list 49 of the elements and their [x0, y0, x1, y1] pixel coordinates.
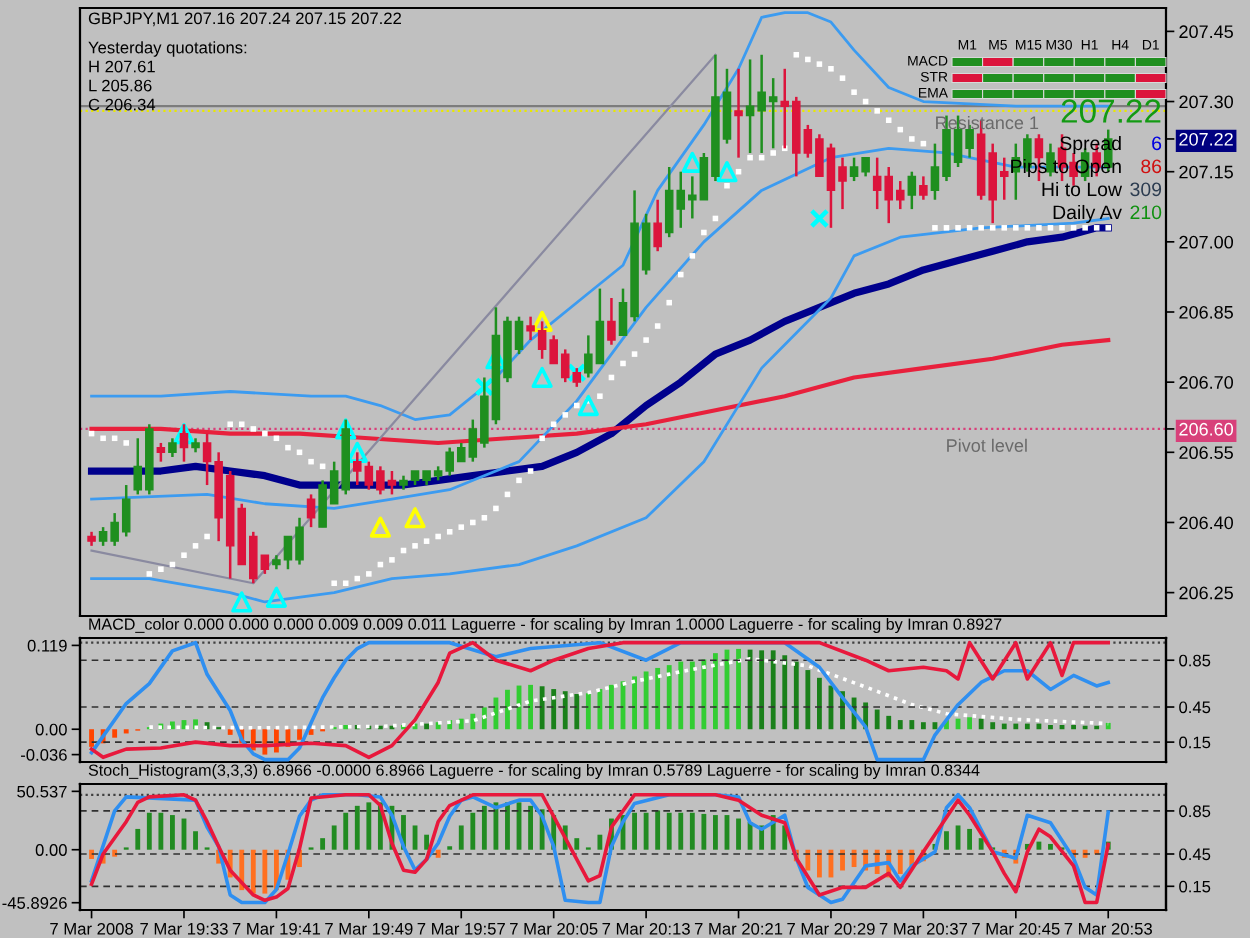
x-tick-label: 7 Mar 20:13 [602, 922, 690, 935]
annotation: 86 [1141, 159, 1162, 174]
y-tick-label: 0.45 [1179, 701, 1211, 714]
annotation: Hi to Low [1042, 181, 1123, 197]
x-tick-label: 7 Mar 19:57 [417, 922, 505, 935]
y-tick-label: 206.40 [1179, 516, 1234, 530]
x-tick-label: 7 Mar 2008 [50, 922, 133, 935]
annotation: L 205.86 [89, 79, 152, 92]
y-tick-label: 207.45 [1179, 25, 1233, 39]
y-tick-label: 206.60 [1179, 422, 1234, 436]
annotation: Daily Av [1053, 204, 1122, 224]
chart-title: GBPJPY,M1 207.16 207.24 207.15 207.22 [88, 12, 401, 27]
annotation: 6 [1152, 136, 1162, 151]
y-tick-label: 206.55 [1179, 446, 1233, 460]
x-tick-label: 7 Mar 19:33 [140, 922, 228, 935]
y2-tick-label: 0.00 [35, 844, 67, 856]
annotation: 210 [1130, 205, 1162, 220]
chart-title: Stoch_Histogram(3,3,3) 6.8966 -0.0000 6.8966 Laguerre - for scaling by Imran 0.5789 Laguerre - for scaling by Imran 0.8344 [88, 764, 980, 780]
y2-tick-label: 50.537 [17, 785, 67, 798]
y2-tick-label: -0.036 [20, 749, 67, 761]
y-tick-label: 0.15 [1179, 880, 1211, 893]
y2-tick-label: 0.00 [35, 723, 67, 736]
y-tick-label: 207.00 [1179, 235, 1234, 249]
y-tick-label: 0.85 [1179, 654, 1211, 667]
x-tick-label: 7 Mar 20:37 [879, 922, 968, 935]
x-tick-label: 7 Mar 20:53 [1064, 922, 1152, 935]
y2-tick-label: -45.8926 [2, 897, 67, 909]
y-tick-label: 0.85 [1179, 805, 1211, 818]
y2-tick-label: 0.119 [27, 639, 67, 652]
annotation: 309 [1130, 182, 1162, 197]
y-tick-label: 207.22 [1179, 132, 1233, 146]
y-tick-label: 206.70 [1179, 376, 1234, 389]
annotation: H 207.61 [89, 60, 155, 73]
annotation: Yesterday quotations: [88, 41, 247, 57]
x-tick-label: 7 Mar 20:21 [694, 922, 783, 935]
y-tick-label: 207.30 [1179, 95, 1234, 109]
x-tick-label: 7 Mar 19:41 [232, 922, 321, 935]
x-tick-label: 7 Mar 20:05 [510, 922, 598, 935]
y-tick-label: 0.15 [1179, 736, 1211, 749]
chart-title: MACD_color 0.000 0.000 0.000 0.009 0.009 0.011 Laguerre - for scaling by Imran 1.0000 Laguerre - for scaling by Imran 0.8927 [89, 618, 1002, 634]
x-tick-label: 7 Mar 20:29 [787, 922, 875, 935]
x-tick-label: 7 Mar 19:49 [325, 922, 413, 935]
y-tick-label: 206.25 [1179, 586, 1233, 600]
y-tick-label: 207.15 [1179, 165, 1233, 179]
annotation: C 206.34 [88, 98, 156, 111]
y-tick-label: 0.45 [1179, 848, 1211, 861]
ref-line-label: Pivot level [947, 438, 1027, 452]
y-tick-label: 206.85 [1179, 305, 1233, 319]
x-tick-label: 7 Mar 20:45 [972, 922, 1060, 935]
